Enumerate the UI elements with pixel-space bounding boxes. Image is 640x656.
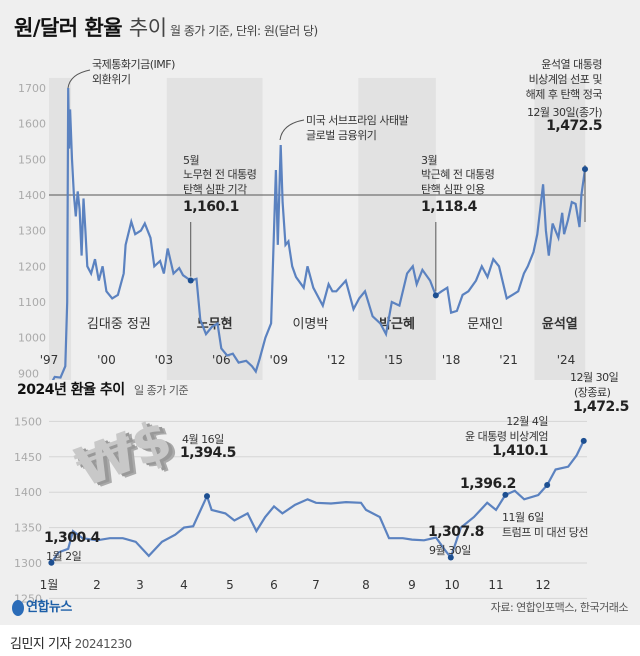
y-tick-label: 1450: [14, 451, 42, 464]
x-tick-label: 8: [362, 578, 370, 592]
x-tick-label: '24: [557, 353, 576, 367]
annotation-dec4-value: 1,410.1: [492, 443, 548, 459]
annotation-dec30-text: (장종료): [574, 386, 611, 399]
x-tick-label: '12: [327, 353, 346, 367]
chart2-subtitle: 일 종가 기준: [134, 384, 189, 397]
era-band: [49, 77, 72, 380]
exchange-rate-2024-line: [50, 440, 585, 564]
data-point-marker: [432, 292, 439, 299]
y-tick-label: 1400: [14, 486, 42, 499]
annotation-nov6-value: 1,396.2: [460, 476, 516, 492]
x-tick-label: 7: [312, 578, 320, 592]
data-point-marker: [582, 166, 589, 173]
page-subtitle: 월 종가 기준, 단위: 원(달러 당): [170, 24, 318, 38]
annotation-roh-text: 노무현 전 대통령 탄핵 심판 기각: [183, 168, 257, 196]
era-band: [358, 77, 436, 380]
x-tick-label: 6: [270, 578, 278, 592]
era-label: 김대중 정권: [87, 317, 151, 332]
source-note: 자료: 연합인포맥스, 한국거래소: [490, 601, 629, 614]
x-tick-label: '03: [155, 353, 174, 367]
x-tick-label: '06: [212, 353, 231, 367]
x-tick-label: 3: [136, 578, 144, 592]
x-tick-label: 4: [180, 578, 188, 592]
data-point-marker: [580, 437, 587, 444]
y-tick-label: 1500: [18, 153, 46, 166]
data-point-marker: [544, 482, 551, 489]
logo-icon: [12, 599, 24, 616]
y-tick-label: 1400: [18, 189, 46, 202]
annotation-subprime: 미국 서브프라임 사태발 글로벌 금융위기: [306, 114, 409, 142]
annotation-jan2-date: 1월 2일: [46, 550, 82, 563]
annotation-nov6-text: 트럼프 미 대선 당선: [502, 526, 588, 539]
x-tick-label: 2: [93, 578, 101, 592]
data-point-marker: [447, 554, 454, 561]
annotation-yoon-value: 1,472.5: [546, 118, 602, 134]
y-tick-label: 1100: [18, 296, 46, 309]
x-tick-label: 5: [226, 578, 234, 592]
data-point-marker: [204, 493, 210, 500]
y-tick-label: 1600: [18, 118, 46, 131]
x-tick-label: 9: [408, 578, 416, 592]
annotation-jan2-value: 1,300.4: [44, 530, 100, 546]
annotation-dec4-text: 윤 대통령 비상계엄: [465, 430, 548, 443]
y-tick-label: 1300: [18, 225, 46, 238]
page-title: 원/달러 환율 추이: [14, 16, 167, 40]
data-point-marker: [48, 559, 55, 566]
annotation-dec30-value: 1,472.5: [573, 399, 629, 415]
era-label: 이명박: [292, 317, 328, 332]
chart-exchange-rate-history: 김대중 정권 노무현 이명박 박근혜 문재인 윤석열1700160015001400130…: [18, 69, 589, 380]
y-tick-label: 1200: [18, 260, 46, 273]
annotation-yoon-date: 12월 30일(종가): [526, 106, 603, 119]
y-tick-label: 1000: [18, 332, 46, 345]
annotation-sep30-date: 9월 30일: [429, 544, 471, 557]
leader-line-imf: [67, 69, 91, 89]
exchange-rate-line: [51, 87, 587, 380]
annotation-roh-month: 5월: [183, 154, 200, 167]
y-tick-label: 900: [18, 367, 39, 380]
annotation-park-month: 3월: [421, 154, 438, 167]
data-point-marker: [187, 277, 194, 284]
x-tick-label: 11: [488, 578, 503, 592]
annotation-nov6-date: 11월 6일: [502, 511, 544, 524]
x-tick-label: 12: [535, 578, 550, 592]
x-tick-label: '00: [97, 353, 116, 367]
y-tick-label: 1700: [18, 82, 46, 95]
y-tick-label: 1500: [14, 415, 42, 428]
annotation-apr16-date: 4월 16일: [182, 433, 224, 446]
x-tick-label: 1월: [40, 578, 59, 592]
x-tick-label: '97: [40, 353, 59, 367]
era-label: 윤석열: [542, 316, 578, 332]
data-point-marker: [502, 491, 509, 498]
era-label: 문재인: [467, 317, 503, 332]
infographic-panel: [0, 0, 640, 625]
y-tick-label: 1350: [14, 522, 42, 535]
annotation-imf: 국제통화기금(IMF) 외환위기: [92, 58, 175, 86]
byline: 김민지 기자 20241230: [10, 637, 132, 652]
x-tick-label: '09: [270, 353, 289, 367]
annotation-dec4-date: 12월 4일: [506, 415, 548, 428]
annotation-roh-value: 1,160.1: [183, 199, 239, 215]
x-tick-label: 10: [444, 578, 459, 592]
x-tick-label: '21: [499, 353, 518, 367]
leader-line-subprime: [279, 119, 305, 141]
y-tick-label: 1300: [14, 557, 42, 570]
x-tick-label: '18: [442, 353, 461, 367]
annotation-apr16-value: 1,394.5: [180, 445, 236, 461]
annotation-park-value: 1,118.4: [421, 199, 477, 215]
annotation-yoon-text: 윤석열 대통령 비상계엄 선포 및 해제 후 탄핵 정국: [525, 58, 603, 101]
annotation-sep30-value: 1,307.8: [428, 524, 484, 540]
chart2-title: 2024년 환율 추이: [17, 382, 125, 398]
logo: 연합뉴스: [12, 596, 72, 616]
annotation-park-text: 박근혜 전 대통령 탄핵 심판 인용: [421, 168, 495, 196]
annotation-dec30-date: 12월 30일: [570, 371, 619, 384]
x-tick-label: '15: [384, 353, 403, 367]
era-band: [166, 77, 263, 380]
